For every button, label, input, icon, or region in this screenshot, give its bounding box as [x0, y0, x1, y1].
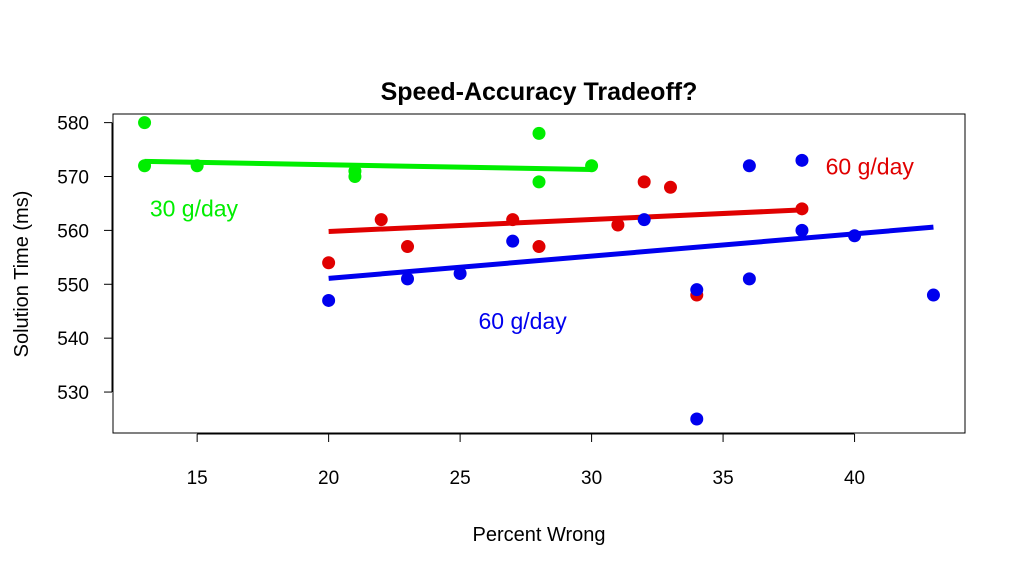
y-tick-label: 540	[57, 329, 89, 350]
data-point	[637, 175, 651, 189]
data-point	[795, 153, 809, 167]
data-point	[322, 256, 336, 270]
data-point	[848, 229, 862, 243]
data-point	[138, 116, 152, 130]
data-point	[585, 159, 599, 173]
y-tick-label: 550	[57, 275, 89, 296]
data-point	[374, 213, 388, 227]
fit-line	[328, 207, 803, 234]
series-annotation: 60 g/day	[826, 153, 915, 179]
data-point	[926, 288, 940, 302]
data-point	[190, 159, 204, 173]
data-point	[401, 272, 415, 286]
y-tick-label: 580	[57, 114, 89, 135]
fit-line	[328, 224, 934, 281]
x-tick-label: 35	[713, 468, 734, 489]
data-point	[322, 293, 336, 307]
data-point	[690, 283, 704, 297]
y-tick-label: 560	[57, 221, 89, 242]
x-tick-label: 30	[581, 468, 602, 489]
x-axis: 15 20 25 30 35 40	[187, 433, 865, 489]
data-point	[690, 412, 704, 426]
data-point	[611, 218, 625, 232]
data-points	[138, 116, 940, 426]
data-point	[348, 170, 362, 184]
data-point	[742, 159, 756, 173]
series-annotation: 60 g/day	[479, 308, 568, 334]
data-point	[532, 240, 546, 254]
data-point	[401, 240, 415, 254]
y-tick-label: 570	[57, 168, 89, 189]
x-tick-label: 40	[844, 468, 865, 489]
data-point	[637, 213, 651, 227]
series-annotation: 30 g/day	[150, 195, 239, 221]
fit-lines	[144, 158, 934, 281]
fit-line	[144, 158, 592, 173]
y-tick-label: 530	[57, 383, 89, 404]
y-axis: 530 540 550 560 570 580	[57, 114, 113, 404]
data-point	[742, 272, 756, 286]
x-axis-label: Percent Wrong	[472, 524, 605, 546]
x-tick-label: 15	[187, 468, 208, 489]
data-point	[506, 234, 520, 248]
data-point	[795, 202, 809, 216]
data-point	[532, 126, 546, 140]
plot-area	[112, 113, 966, 434]
data-point	[663, 180, 677, 194]
annotations: 30 g/day 60 g/day 60 g/day	[150, 153, 915, 334]
chart-title: Speed-Accuracy Tradeoff?	[381, 78, 698, 106]
y-axis-label: Solution Time (ms)	[11, 191, 33, 358]
data-point	[532, 175, 546, 189]
x-tick-label: 20	[318, 468, 339, 489]
data-point	[453, 267, 467, 280]
data-point	[795, 223, 809, 237]
data-point	[506, 213, 520, 227]
x-tick-label: 25	[450, 468, 471, 489]
data-point	[138, 159, 152, 173]
